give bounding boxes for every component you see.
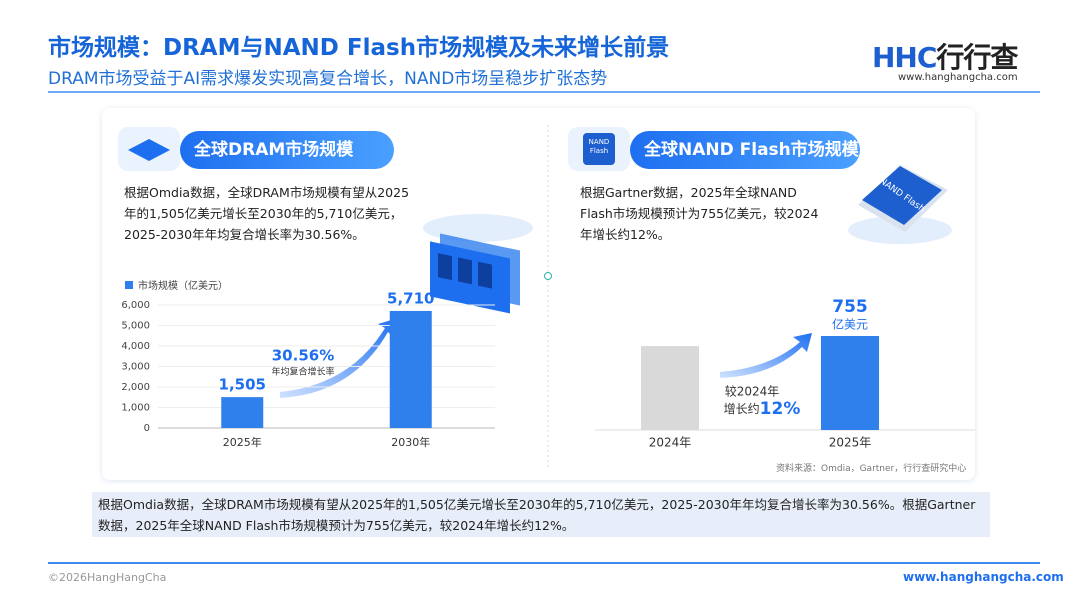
bar (221, 397, 264, 428)
y-tick-label: 1,000 (121, 403, 150, 414)
value-label: 755 (832, 297, 868, 317)
x-tick-label: 2025年 (829, 436, 872, 450)
x-tick-label: 2025年 (223, 435, 262, 449)
value-label: 5,710 (387, 289, 434, 307)
value-label: 1,505 (219, 376, 266, 394)
dram-illustration (423, 214, 533, 314)
annotation-value: 12% (760, 399, 801, 419)
panel-body: 根据Omdia数据，全球DRAM市场规模有望从2025年的1,505亿美元增长至… (124, 185, 410, 242)
title: 市场规模：DRAM与NAND Flash市场规模及未来增长前景 (48, 35, 670, 61)
legend-swatch (125, 281, 133, 289)
y-tick-label: 5,000 (121, 321, 150, 332)
x-tick-label: 2030年 (391, 435, 430, 449)
panel-body: 根据Gartner数据，2025年全球NAND Flash市场规模预计为755亿… (580, 185, 819, 242)
x-tick-label: 2024年 (649, 436, 692, 450)
y-tick-label: 4,000 (121, 341, 150, 352)
summary-bg (92, 492, 990, 537)
logo-name: 行行查 (936, 41, 1018, 74)
y-tick-label: 0 (144, 423, 150, 434)
y-tick-label: 6,000 (121, 300, 150, 311)
annotation: 年均复合增长率 (271, 366, 334, 378)
unit-label: 亿美元 (832, 317, 868, 332)
annotation: 30.56% (272, 347, 334, 365)
subtitle: DRAM市场受益于AI需求爆发实现高复合增长，NAND市场呈稳步扩张态势 (48, 69, 608, 89)
annotation: 增长约12% (724, 399, 801, 419)
y-tick-label: 3,000 (121, 362, 150, 373)
bar (641, 346, 699, 430)
annotation: 较2024年 (725, 384, 780, 399)
ssd-illustration: NAND Flash (848, 165, 952, 244)
logo-url: www.hanghangcha.com (898, 72, 1018, 83)
legend-label: 市场规模（亿美元） (138, 279, 228, 292)
bar (389, 310, 432, 428)
panel-heading: 全球DRAM市场规模 (180, 131, 394, 169)
bar (821, 336, 879, 430)
dram-icon (128, 139, 170, 161)
nand-icon (583, 133, 615, 165)
y-tick-label: 2,000 (121, 382, 150, 393)
divider-dot (544, 272, 552, 280)
growth-arrow (720, 333, 812, 378)
source: 资料来源：Omdia，Gartner，行行查研究中心 (776, 464, 967, 474)
footer-url: www.hanghangcha.com (903, 570, 1064, 584)
annotation-text: 增长约 (724, 401, 760, 416)
copyright: ©2026HangHangCha (48, 571, 167, 584)
summary: 根据Omdia数据，全球DRAM市场规模有望从2025年的1,505亿美元增长至… (98, 497, 976, 533)
icon-label: NAND Flash (588, 138, 610, 155)
logo: HHC行行查 (872, 36, 1018, 76)
panel-heading: 全球NAND Flash市场规模 (630, 131, 860, 169)
logo-mark: HHC (872, 41, 937, 74)
